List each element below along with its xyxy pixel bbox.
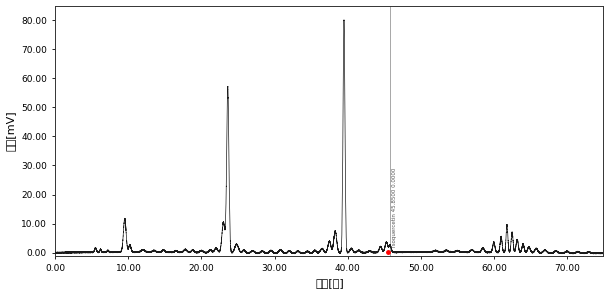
Y-axis label: 전압[mV]: 전압[mV] — [5, 110, 16, 151]
Text: Isoquercetin 45.8500 0.0000: Isoquercetin 45.8500 0.0000 — [392, 168, 397, 247]
X-axis label: 시간[분]: 시간[분] — [315, 278, 343, 288]
